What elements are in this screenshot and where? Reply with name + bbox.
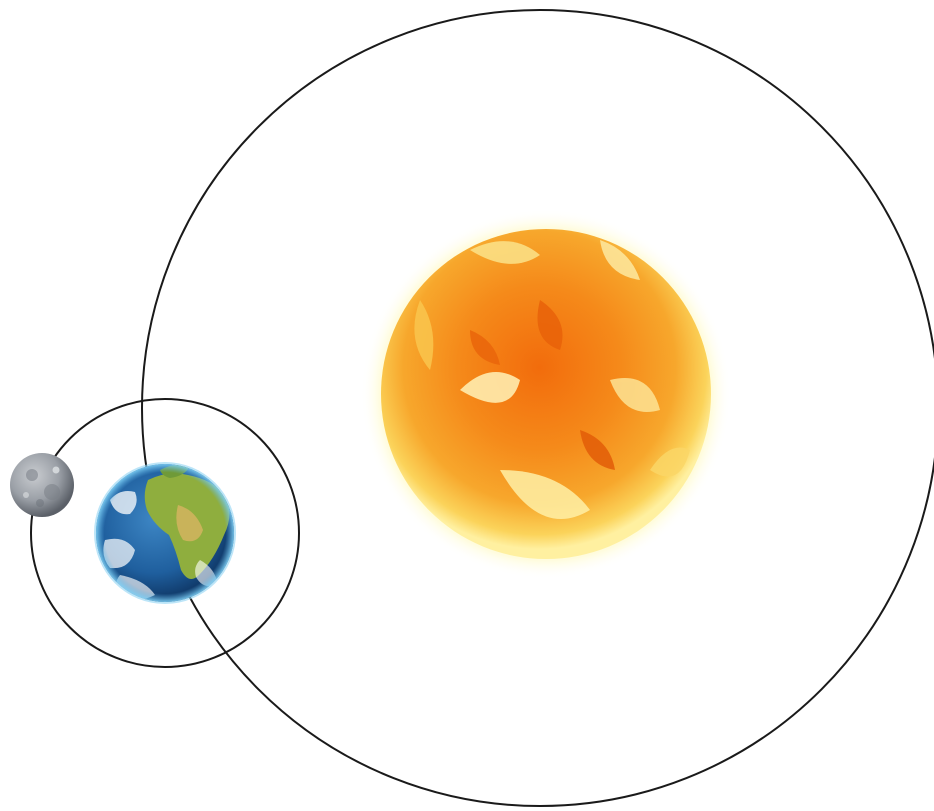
earth-icon <box>94 462 236 604</box>
earth-orbit <box>141 9 934 807</box>
moon-orbit <box>30 398 300 668</box>
sun-icon <box>361 209 731 579</box>
moon-icon <box>10 453 74 517</box>
